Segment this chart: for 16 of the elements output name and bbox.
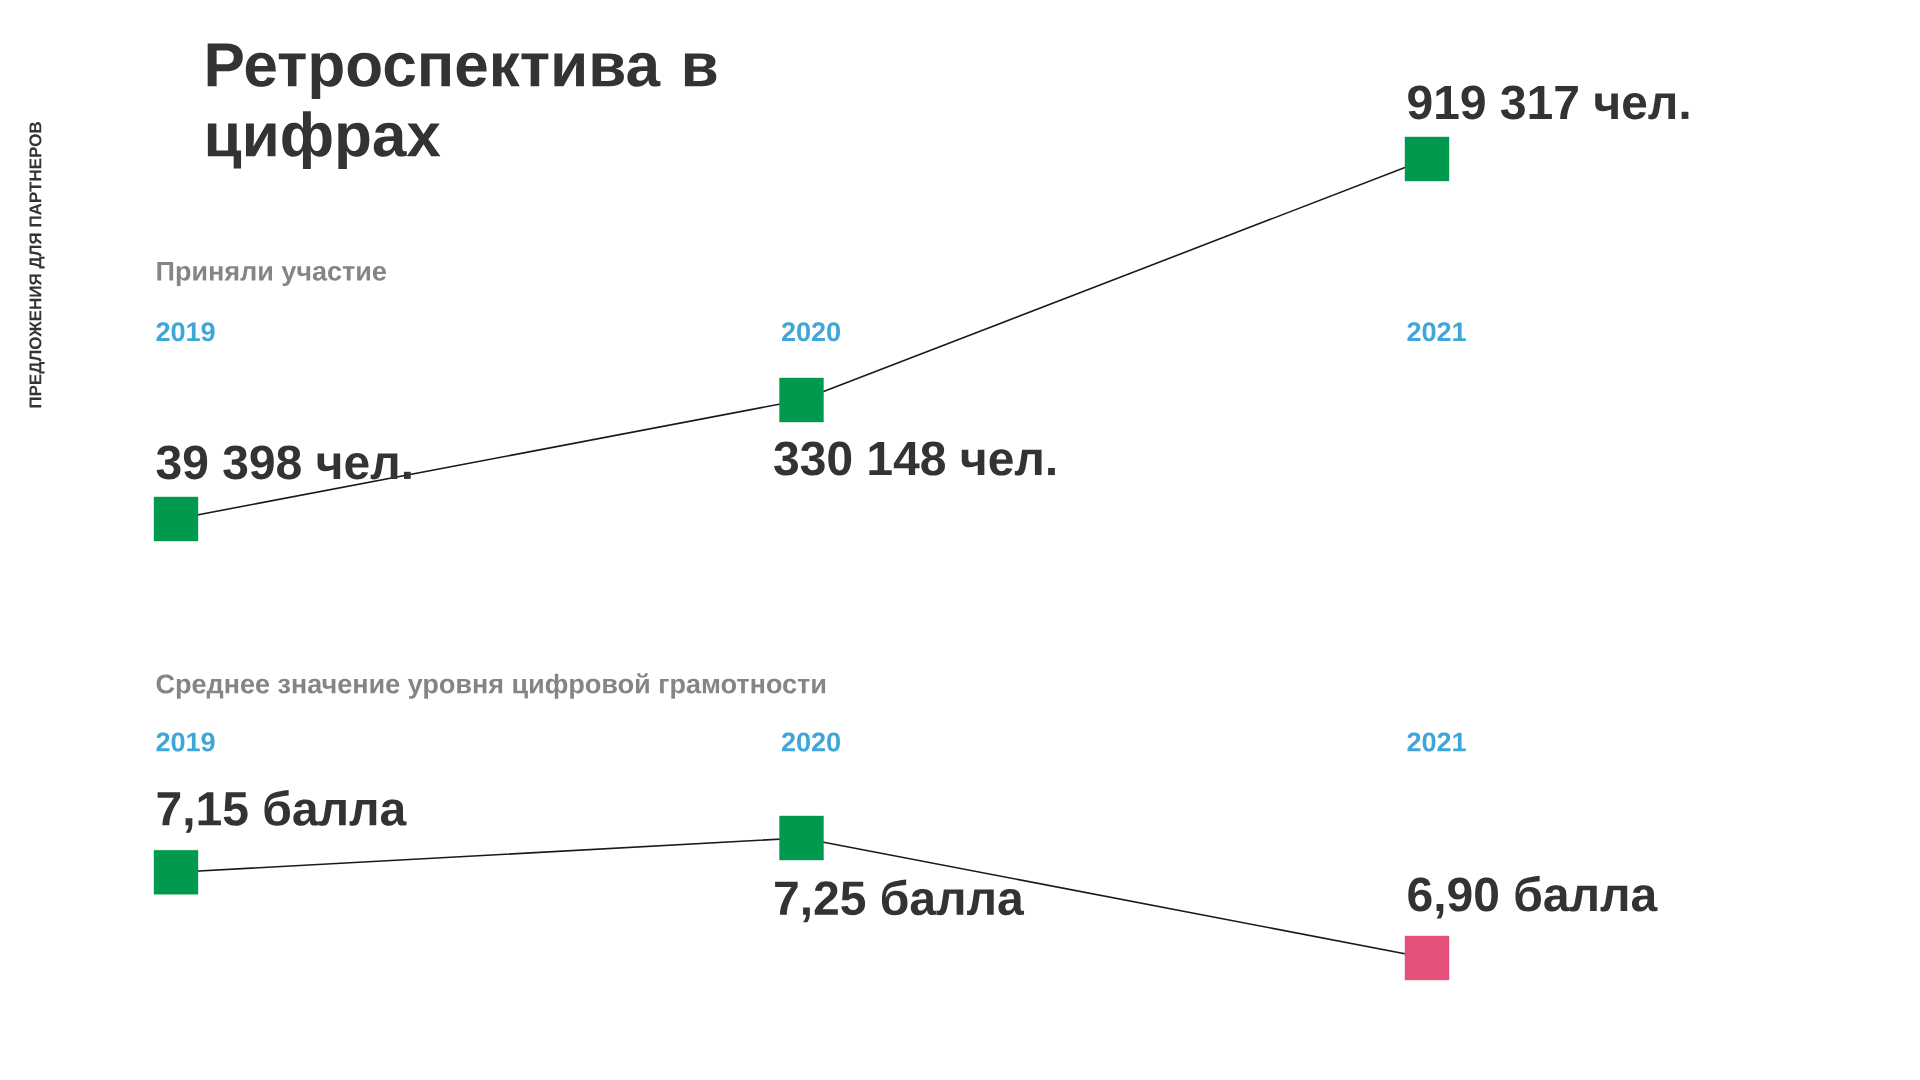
x-tick-label: 2020	[781, 732, 840, 752]
x-tick-label: 2021	[1407, 732, 1466, 752]
chart-title: Среднее значение уровня цифровой грамотности	[156, 673, 826, 699]
x-tick-label: 2019	[156, 322, 215, 342]
data-label: 7,25 балла	[775, 879, 1025, 923]
x-tick-label: 2021	[1407, 322, 1466, 342]
data-label: 919 317 чел.	[1408, 85, 1689, 120]
chart-title: Ретроспектива в цифрах	[207, 43, 717, 170]
annotation: ПРЕДЛОЖЕНИЯ ДЛЯ ПАРТНЕРОВ	[29, 122, 45, 408]
x-tick-label: 2019	[156, 732, 215, 752]
x-tick-label: 2020	[781, 322, 840, 342]
data-label: 39 398 чел.	[156, 445, 411, 480]
data-label: 7,15 балла	[157, 790, 407, 833]
data-label: 6,90 балла	[1408, 875, 1658, 919]
data-label: 330 148 чел.	[774, 441, 1055, 476]
text: Приняли участие	[157, 261, 386, 287]
